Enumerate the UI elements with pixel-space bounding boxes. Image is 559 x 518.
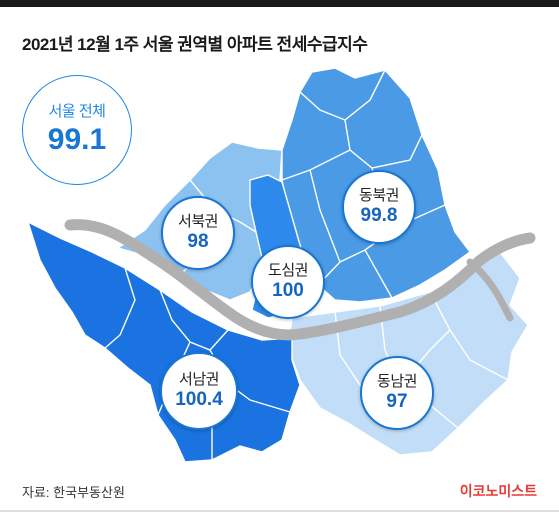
region-value: 98 — [187, 231, 209, 252]
region-value: 100 — [272, 280, 304, 301]
bubble-seobuk[interactable]: 서북권 98 — [161, 196, 235, 270]
region-label: 서북권 — [178, 213, 218, 230]
overall-index-badge: 서울 전체 99.1 — [22, 75, 132, 185]
brand-logo: 이코노미스트 — [459, 483, 537, 499]
overall-label: 서울 전체 — [48, 103, 106, 120]
region-value: 99.8 — [360, 205, 398, 226]
bubble-dongnam[interactable]: 동남권 97 — [360, 356, 434, 430]
bubble-dosim[interactable]: 도심권 100 — [251, 245, 325, 319]
top-bar — [0, 0, 559, 7]
river-tributary — [466, 258, 514, 322]
region-label: 동북권 — [359, 187, 399, 204]
bottom-divider — [0, 510, 559, 512]
overall-value: 99.1 — [47, 123, 107, 156]
source-note: 자료: 한국부동산원 — [22, 485, 125, 500]
region-label: 도심권 — [268, 262, 308, 279]
region-label: 동남권 — [377, 373, 417, 390]
region-label: 서남권 — [179, 371, 219, 388]
page-title: 2021년 12월 1주 서울 권역별 아파트 전세수급지수 — [22, 35, 368, 54]
region-value: 100.4 — [175, 389, 223, 410]
bubble-seonam[interactable]: 서남권 100.4 — [160, 352, 238, 430]
region-value: 97 — [386, 391, 408, 412]
bubble-dongbuk[interactable]: 동북권 99.8 — [342, 170, 416, 244]
